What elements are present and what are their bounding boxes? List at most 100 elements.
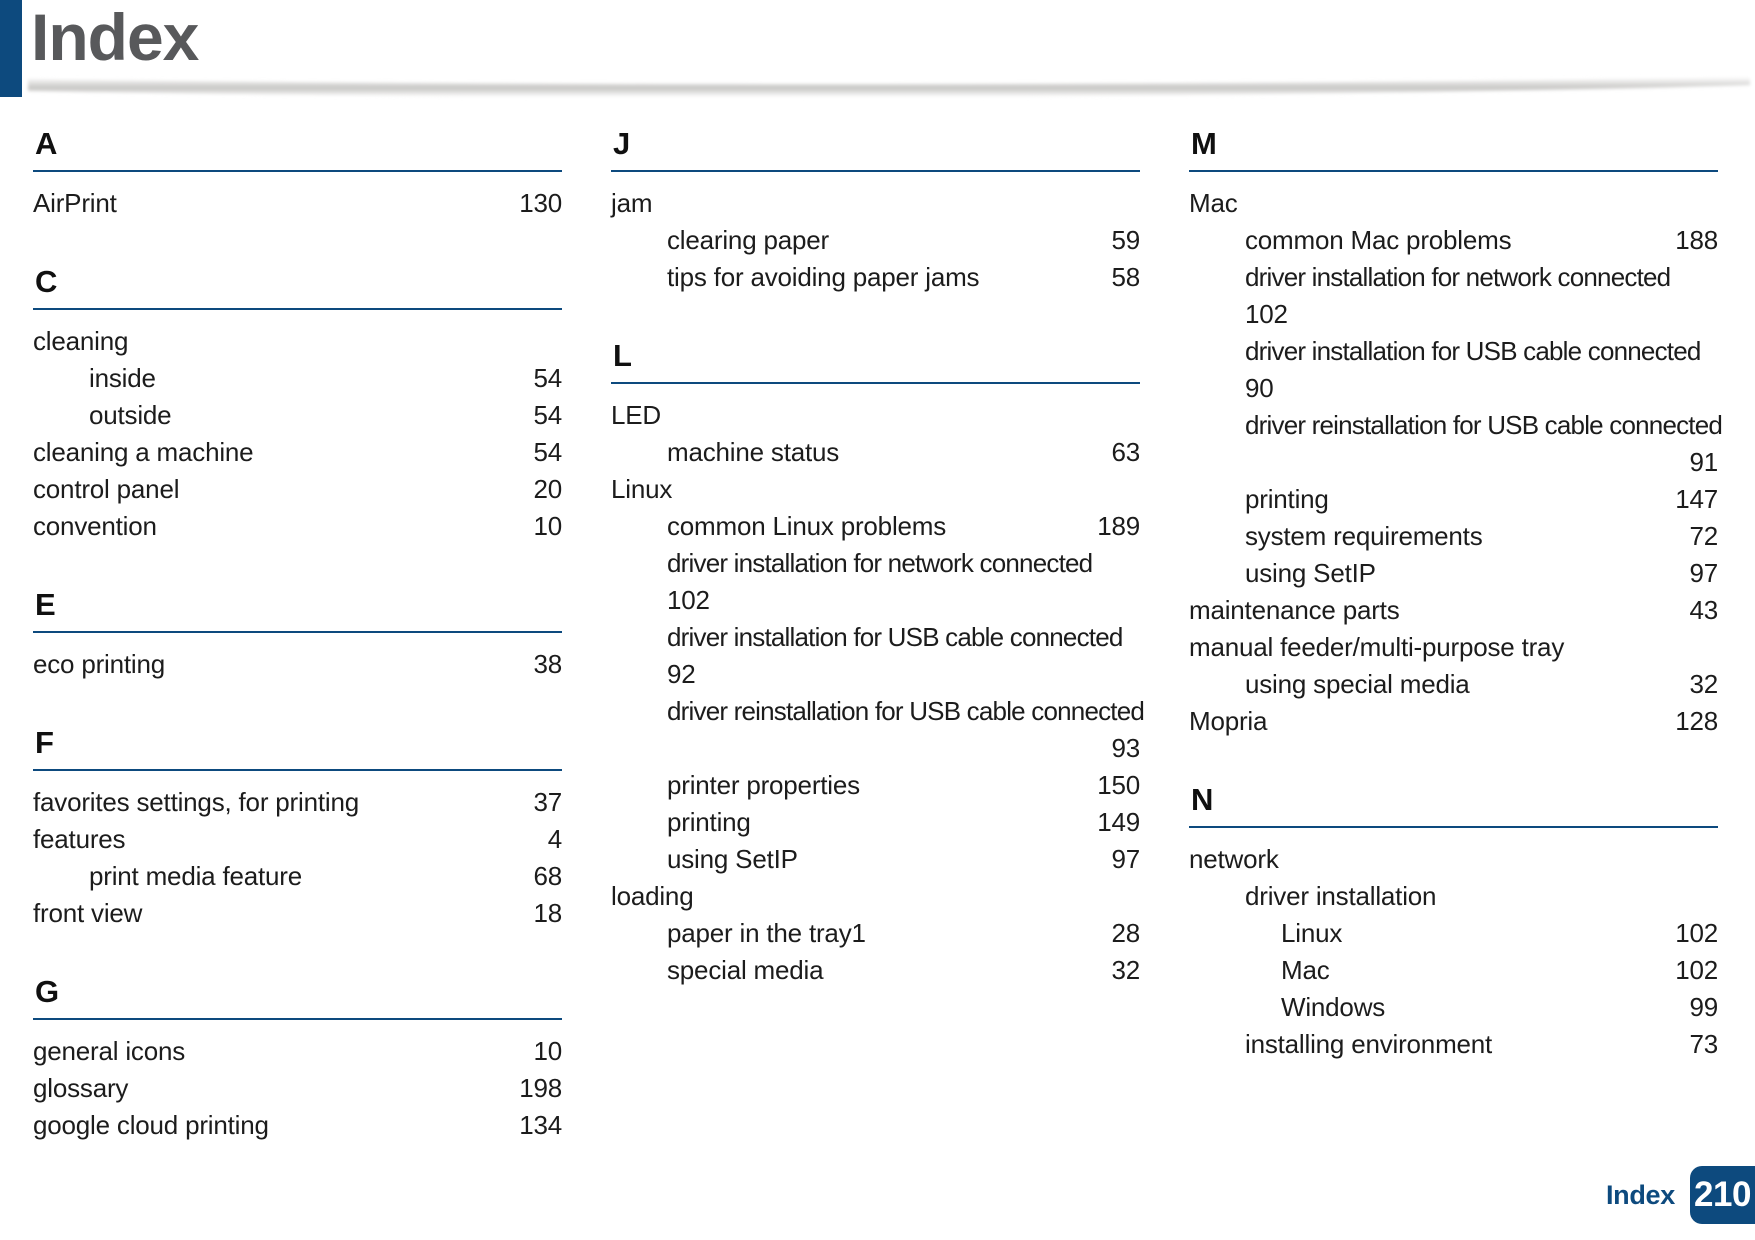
index-entry-page: 37 xyxy=(533,787,562,817)
index-section: A AirPrint 130 xyxy=(33,128,562,222)
index-entry: printing 147 xyxy=(1189,481,1718,518)
index-entry-text: Mopria xyxy=(1189,706,1268,736)
section-rule xyxy=(33,769,562,771)
index-entry: features 4 xyxy=(33,821,562,858)
index-entry-page: 10 xyxy=(533,1036,562,1066)
index-entry-text: driver installation for network connecte… xyxy=(1245,262,1671,292)
index-entry: Linux xyxy=(611,471,1140,508)
footer-section-label: Index xyxy=(1605,1179,1675,1210)
index-entry: Mopria 128 xyxy=(1189,703,1718,740)
index-entry-text: control panel xyxy=(33,474,180,504)
index-entry-text: printing xyxy=(1245,484,1329,514)
index-entry-page: 18 xyxy=(533,898,562,928)
index-entry-text: cleaning a machine xyxy=(33,437,254,467)
index-entry-page: 59 xyxy=(1111,225,1140,255)
index-entry: paper in the tray1 28 xyxy=(611,915,1140,952)
index-entry-text: printer properties xyxy=(667,770,860,800)
index-entry: driver reinstallation for USB cable conn… xyxy=(611,693,1145,767)
section-letter: A xyxy=(35,126,58,161)
index-entry: tips for avoiding paper jams 58 xyxy=(611,259,1140,296)
index-entry-page: 90 xyxy=(1245,373,1274,403)
index-entry: driver installation for network connecte… xyxy=(611,545,1140,619)
index-entry-text: clearing paper xyxy=(667,225,829,255)
index-section: L LED machine status 63 Linux common Linux pr… xyxy=(611,338,1145,989)
index-entry-text: driver reinstallation for USB cable conn… xyxy=(1245,410,1723,440)
index-entry: control panel 20 xyxy=(33,471,562,508)
index-entry-text: Windows xyxy=(1281,992,1386,1022)
index-entry-text: Mac xyxy=(1189,188,1238,218)
index-entry: outside 54 xyxy=(33,397,562,434)
index-entry: Windows 99 xyxy=(1189,989,1718,1026)
index-entry: using SetIP 97 xyxy=(1189,555,1718,592)
index-entry-page: 130 xyxy=(519,188,562,218)
index-entry: convention 10 xyxy=(33,508,562,545)
section-letter: G xyxy=(35,974,60,1009)
index-entry-text: driver installation for USB cable connec… xyxy=(1245,336,1701,366)
index-entry-text: network xyxy=(1189,844,1279,874)
index-entry: maintenance parts 43 xyxy=(1189,592,1718,629)
index-entry-text: eco printing xyxy=(33,649,166,679)
index-entry-page: 32 xyxy=(1689,669,1718,699)
index-entry-page: 63 xyxy=(1111,437,1140,467)
index-entry-text: favorites settings, for printing xyxy=(33,787,359,817)
section-rule xyxy=(33,1018,562,1020)
index-entry-page: 20 xyxy=(533,474,562,504)
index-entry: driver installation for USB cable connec… xyxy=(1189,333,1718,407)
index-entry: AirPrint 130 xyxy=(33,185,562,222)
index-entry: installing environment 73 xyxy=(1189,1026,1718,1063)
footer-page-number: 210 xyxy=(1694,1175,1751,1214)
index-entry: glossary 198 xyxy=(33,1070,562,1107)
index-entry-text: inside xyxy=(89,363,156,393)
index-entry-page: 149 xyxy=(1097,807,1140,837)
index-entry-text: printing xyxy=(667,807,751,837)
index-entry-text: special media xyxy=(667,955,824,985)
index-entry: cleaning xyxy=(33,323,562,360)
index-entry-page: 58 xyxy=(1111,262,1140,292)
index-entry-text: Linux xyxy=(1281,918,1343,948)
index-entry: using SetIP 97 xyxy=(611,841,1140,878)
section-rule xyxy=(611,382,1140,384)
index-entry-page: 54 xyxy=(533,437,562,467)
section-letter: J xyxy=(613,126,631,161)
index-entry-page: 32 xyxy=(1111,955,1140,985)
index-entry: system requirements 72 xyxy=(1189,518,1718,555)
index-entry-text: loading xyxy=(611,881,694,911)
section-letter: L xyxy=(613,338,632,373)
index-entry-text: general icons xyxy=(33,1036,186,1066)
section-rule xyxy=(33,170,562,172)
index-entry-page: 147 xyxy=(1675,484,1718,514)
index-entry-page: 102 xyxy=(1675,918,1718,948)
section-letter: M xyxy=(1191,126,1217,161)
index-entry-page: 92 xyxy=(667,659,696,689)
index-entry: inside 54 xyxy=(33,360,562,397)
index-entry-page: 128 xyxy=(1675,706,1718,736)
index-entry: jam xyxy=(611,185,1140,222)
index-entry: print media feature 68 xyxy=(33,858,562,895)
index-entry: favorites settings, for printing 37 xyxy=(33,784,562,821)
index-entry-text: driver installation xyxy=(1245,881,1437,911)
index-entry: driver installation xyxy=(1189,878,1718,915)
index-entry-text: system requirements xyxy=(1245,521,1483,551)
index-entry-text: AirPrint xyxy=(33,188,117,218)
index-entry-text: common Mac problems xyxy=(1245,225,1512,255)
section-rule xyxy=(611,170,1140,172)
index-entry-text: manual feeder/multi-purpose tray xyxy=(1189,632,1565,662)
index-entry: LED xyxy=(611,397,1140,434)
index-entry-text: driver installation for network connecte… xyxy=(667,548,1093,578)
index-entry-text: Mac xyxy=(1281,955,1330,985)
index-entry: printer properties 150 xyxy=(611,767,1140,804)
index-entry-page: 189 xyxy=(1097,511,1140,541)
section-rule xyxy=(33,308,562,310)
index-entry: machine status 63 xyxy=(611,434,1140,471)
title-accent-bar xyxy=(0,0,22,97)
index-entry-page: 91 xyxy=(1689,447,1718,477)
index-entry: driver installation for USB cable connec… xyxy=(611,619,1140,693)
